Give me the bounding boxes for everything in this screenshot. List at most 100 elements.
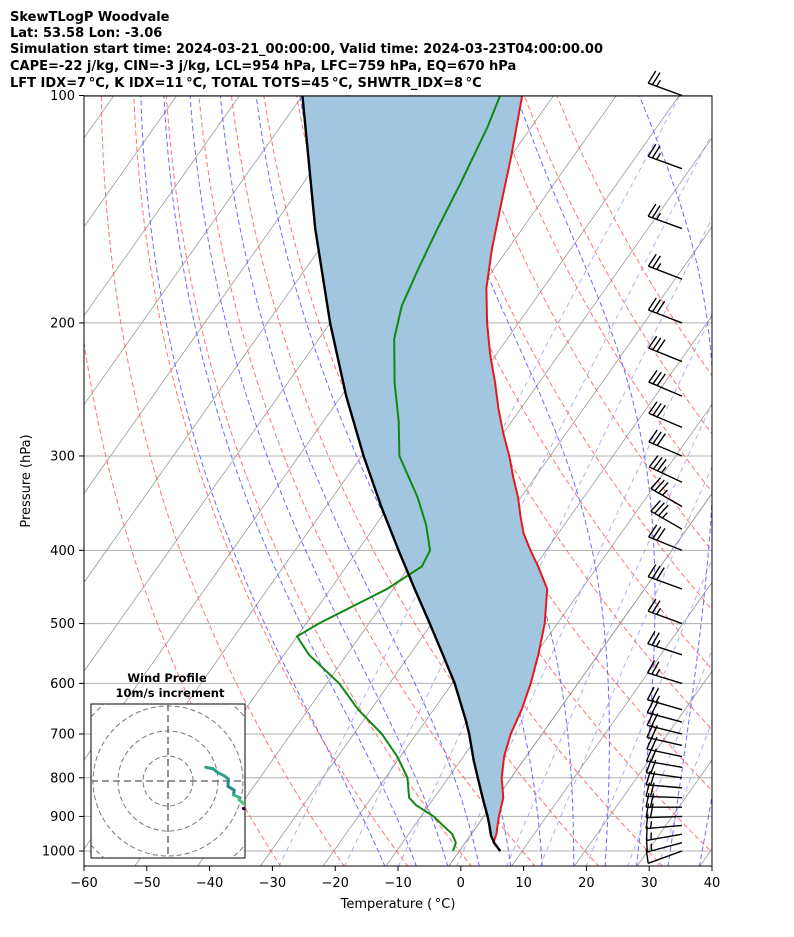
wind-barb-feather	[647, 564, 657, 578]
wind-barb-feather	[651, 688, 660, 702]
wind-barb-staff	[649, 466, 683, 483]
hodograph-segment	[260, 820, 266, 823]
wind-barb-feather	[652, 299, 661, 313]
skewt-plot-area	[83, 70, 713, 867]
wind-barb-feather	[648, 401, 658, 414]
wind-barb-staff	[648, 412, 683, 429]
wind-barb-feather	[652, 255, 661, 269]
wind-barb-feather	[652, 402, 662, 416]
wind-barb-feather	[647, 630, 656, 645]
x-tick-label: 40	[704, 876, 721, 891]
dry-adiabat	[100, 96, 345, 866]
hodograph-segment	[267, 821, 272, 841]
isotherm-line	[84, 96, 303, 406]
mixing-ratio-line	[585, 558, 712, 866]
wind-barb-staff	[646, 824, 683, 830]
wind-barb-feather	[652, 457, 663, 470]
x-tick-label: −50	[133, 876, 160, 891]
hodograph-segment	[250, 811, 256, 813]
wind-barb-staff	[647, 712, 683, 723]
wind-barb-feather	[656, 433, 666, 446]
wind-barb-feather	[645, 803, 650, 818]
isotherm-line	[322, 315, 712, 866]
wind-barb-feather	[651, 661, 660, 675]
wind-barb-feather	[651, 565, 661, 579]
wind-barb-feather	[654, 502, 665, 514]
y-axis-label: Pressure (hPa)	[19, 434, 34, 527]
wind-barb-feather	[648, 455, 659, 468]
wind-barb-staff	[645, 815, 683, 819]
wind-barb-feather	[658, 481, 669, 494]
wind-barb-feather	[648, 335, 658, 349]
header-line-2: Lat: 53.58 Lon: -3.06	[10, 26, 162, 41]
hodograph-segment	[260, 819, 261, 821]
wind-barb-feather	[650, 477, 661, 490]
dry-adiabat	[84, 338, 282, 866]
wind-barb-feather	[654, 479, 665, 492]
wind-barb-feather	[647, 297, 657, 311]
wind-barb-staff	[647, 699, 683, 711]
wind-barb-feather	[651, 600, 661, 614]
wind-barb	[646, 660, 683, 685]
y-tick-label: 800	[50, 771, 75, 786]
wind-barb-feather	[652, 431, 662, 445]
wind-barbs	[645, 70, 683, 864]
wind-barb-feather	[650, 700, 659, 715]
dry-adiabat	[230, 96, 600, 866]
x-tick-label: 0	[457, 876, 465, 891]
wind-barb	[645, 803, 683, 819]
wind-barb-staff	[647, 672, 683, 685]
dry-adiabat	[133, 96, 409, 866]
wind-barb-feather	[649, 793, 655, 808]
header-line-1: SkewTLogP Woodvale	[10, 10, 170, 25]
x-tick-label: 20	[578, 876, 595, 891]
wind-barb	[648, 401, 683, 429]
dry-adiabat	[491, 96, 712, 493]
wind-barb	[647, 203, 683, 230]
hodograph-segment	[243, 802, 245, 807]
wind-barb-half-feather	[649, 820, 653, 829]
wind-barb	[647, 253, 683, 280]
wind-barb-staff	[648, 265, 683, 280]
isotherm-line	[573, 670, 712, 866]
zero-isotherm	[448, 492, 712, 866]
wind-barb-feather	[656, 527, 666, 541]
x-axis-ticks: −60 −50 −40 −30 −20 −10 0 10 20 30 40	[70, 866, 720, 891]
wind-barb	[645, 814, 683, 830]
mixing-ratio-line	[344, 132, 712, 866]
wind-barb	[646, 699, 683, 723]
profile-lines	[295, 96, 549, 852]
dry-adiabat	[393, 96, 712, 671]
wind-barb-feather	[646, 699, 655, 714]
wind-barb-staff	[646, 736, 683, 747]
wind-barb-staff	[645, 795, 683, 799]
mixing-ratio-line	[627, 648, 712, 866]
mixing-ratio-line	[278, 96, 681, 866]
wind-barb-staff	[647, 82, 683, 97]
wind-barb-feather	[647, 598, 657, 612]
moist-adiabat	[140, 96, 386, 866]
wind-barb	[647, 297, 683, 324]
wind-barb-staff	[647, 850, 683, 864]
wind-barb	[646, 686, 683, 711]
wind-barb-feather	[648, 429, 658, 443]
wind-barb-feather	[648, 369, 658, 383]
wind-barb-staff	[648, 536, 683, 552]
hodograph-segment	[256, 813, 267, 821]
hodograph-subtitle: 10m/s increment	[116, 686, 225, 700]
mixing-ratio-line	[657, 720, 712, 866]
y-tick-label: 500	[50, 617, 75, 632]
wind-barb-feather	[647, 70, 657, 84]
wind-barb-half-feather	[656, 263, 662, 270]
y-tick-label: 700	[50, 727, 75, 742]
wind-barb-feather	[650, 500, 661, 512]
wind-barb-feather	[648, 524, 658, 538]
wind-barb-staff	[650, 510, 683, 530]
wind-barb	[647, 143, 683, 170]
header-line-5: LFT IDX=7 °C, K IDX=11 °C, TOTAL TOTS=45…	[10, 76, 482, 91]
x-tick-label: −30	[259, 876, 286, 891]
wind-barb-staff	[646, 748, 683, 758]
wind-barb-staff	[646, 784, 683, 789]
mixing-ratio-line	[539, 465, 712, 866]
